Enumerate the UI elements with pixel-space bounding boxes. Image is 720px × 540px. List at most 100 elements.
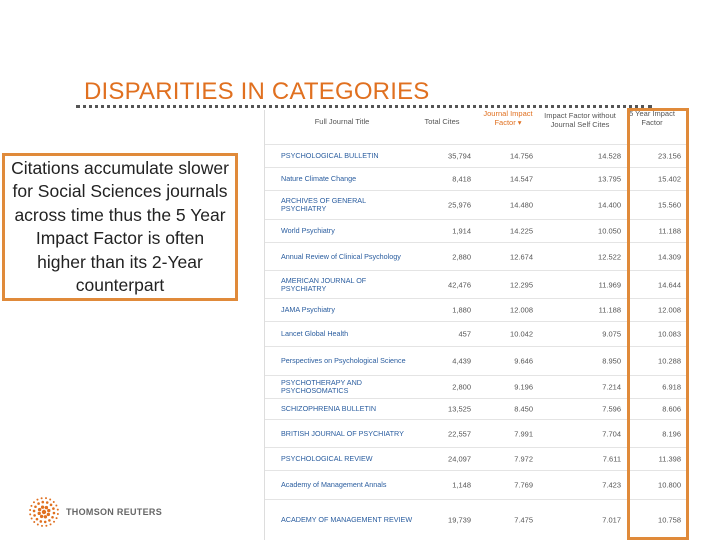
five-year-impact-factor-cell: 11.188 xyxy=(658,226,681,236)
journal-impact-factor-cell: 12.295 xyxy=(510,280,533,289)
journal-impact-factor-cell: 7.991 xyxy=(514,429,533,438)
table-header: Full Journal Title Total Cites Journal I… xyxy=(265,110,688,144)
journal-title-link[interactable]: Nature Climate Change xyxy=(281,174,357,183)
table-row: JAMA Psychiatry 1,880 12.008 11.188 12.008 xyxy=(265,298,688,321)
five-year-impact-factor-cell: 8.196 xyxy=(662,429,681,438)
journal-title-link[interactable]: Annual Review of Clinical Psychology xyxy=(281,251,401,261)
table-row: PSYCHOTHERAPY AND PSYCHOSOMATICS 2,800 9.1… xyxy=(265,375,688,398)
impact-factor-without-self-cites-cell: 12.522 xyxy=(598,252,621,261)
journal-impact-factor-cell: 8.450 xyxy=(514,404,533,414)
header-impact-factor-without-self-cites[interactable]: Impact Factor without Journal Self Cites xyxy=(544,111,616,129)
header-5-year-impact-factor[interactable]: 5 Year Impact Factor xyxy=(629,110,675,127)
logo-text: THOMSON REUTERS xyxy=(66,507,163,517)
table-row: PSYCHOLOGICAL REVIEW 24,097 7.972 7.611 11.3… xyxy=(265,447,688,470)
header-journal-title[interactable]: Full Journal Title xyxy=(314,117,370,126)
total-cites-cell: 25,976 xyxy=(448,200,471,210)
table-row: Perspectives on Psychological Science 4,4… xyxy=(265,346,688,375)
journal-title-link[interactable]: Academy of Management Annals xyxy=(281,480,387,489)
total-cites-cell: 457 xyxy=(458,329,471,339)
total-cites-cell: 13,525 xyxy=(448,404,471,414)
thomson-reuters-logo: THOMSON REUTERS xyxy=(28,496,162,528)
total-cites-cell: 1,914 xyxy=(452,226,471,236)
table-row: World Psychiatry 1,914 14.225 10.050 11.188 xyxy=(265,219,688,242)
five-year-impact-factor-cell: 14.309 xyxy=(658,252,681,261)
journal-title-link[interactable]: AMERICAN JOURNAL OF PSYCHIATRY xyxy=(281,275,367,293)
total-cites-cell: 4,439 xyxy=(452,356,471,366)
journal-title-link[interactable]: Lancet Global Health xyxy=(281,329,349,338)
five-year-impact-factor-cell: 15.402 xyxy=(658,174,681,184)
journal-impact-factor-cell: 14.756 xyxy=(510,151,533,161)
total-cites-cell: 19,739 xyxy=(448,515,471,525)
impact-factor-without-self-cites-cell: 7.017 xyxy=(602,515,621,525)
total-cites-cell: 24,097 xyxy=(448,454,471,464)
journal-table: Full Journal Title Total Cites Journal I… xyxy=(264,110,688,540)
total-cites-cell: 42,476 xyxy=(448,280,471,289)
journal-impact-factor-cell: 12.674 xyxy=(510,252,533,261)
total-cites-cell: 2,800 xyxy=(452,382,471,392)
journal-title-link[interactable]: PSYCHOTHERAPY AND PSYCHOSOMATICS xyxy=(281,378,362,395)
journal-title-link[interactable]: PSYCHOLOGICAL REVIEW xyxy=(281,454,373,463)
impact-factor-without-self-cites-cell: 7.611 xyxy=(602,454,621,464)
callout-box: Citations accumulate slower for Social S… xyxy=(2,153,238,301)
five-year-impact-factor-cell: 15.560 xyxy=(658,200,681,210)
header-total-cites[interactable]: Total Cites xyxy=(424,117,460,126)
total-cites-cell: 1,880 xyxy=(452,305,471,315)
impact-factor-without-self-cites-cell: 14.528 xyxy=(598,151,621,161)
impact-factor-without-self-cites-cell: 8.950 xyxy=(602,356,621,366)
table-row: Lancet Global Health 457 10.042 9.075 10.083 xyxy=(265,321,688,346)
total-cites-cell: 2,880 xyxy=(452,252,471,261)
impact-factor-without-self-cites-cell: 10.050 xyxy=(598,226,621,236)
total-cites-cell: 35,794 xyxy=(448,151,471,161)
impact-factor-without-self-cites-cell: 7.423 xyxy=(602,480,621,490)
five-year-impact-factor-cell: 8.606 xyxy=(662,404,681,414)
five-year-impact-factor-cell: 12.008 xyxy=(658,305,681,315)
thomson-reuters-logo-icon xyxy=(29,497,59,527)
journal-title-link[interactable]: World Psychiatry xyxy=(281,226,335,235)
impact-factor-without-self-cites-cell: 7.596 xyxy=(602,404,621,414)
header-journal-impact-factor[interactable]: Journal Impact Factor ▾ xyxy=(483,110,533,127)
journal-title-link[interactable]: PSYCHOLOGICAL BULLETIN xyxy=(281,151,379,160)
journal-title-link[interactable]: ACADEMY OF MANAGEMENT REVIEW xyxy=(281,515,413,524)
journal-impact-factor-cell: 14.480 xyxy=(510,200,533,210)
impact-factor-without-self-cites-cell: 7.704 xyxy=(602,429,621,438)
five-year-impact-factor-cell: 23.156 xyxy=(658,151,681,161)
table-row: BRITISH JOURNAL OF PSYCHIATRY 22,557 7.991… xyxy=(265,419,688,447)
total-cites-cell: 8,418 xyxy=(452,174,471,184)
five-year-impact-factor-cell: 14.644 xyxy=(658,280,681,289)
journal-title-link[interactable]: SCHIZOPHRENIA BULLETIN xyxy=(281,404,377,413)
table-row: ARCHIVES OF GENERAL PSYCHIATRY 25,976 14.4… xyxy=(265,190,688,219)
journal-title-link[interactable]: ARCHIVES OF GENERAL PSYCHIATRY xyxy=(281,196,366,213)
impact-factor-without-self-cites-cell: 9.075 xyxy=(602,329,621,339)
impact-factor-without-self-cites-cell: 11.969 xyxy=(598,280,621,289)
impact-factor-without-self-cites-cell: 11.188 xyxy=(598,305,621,315)
slide-title: DISPARITIES IN CATEGORIES xyxy=(84,78,430,105)
journal-title-link[interactable]: BRITISH JOURNAL OF PSYCHIATRY xyxy=(281,428,404,438)
journal-impact-factor-cell: 12.008 xyxy=(510,305,533,315)
journal-title-link[interactable]: JAMA Psychiatry xyxy=(281,305,335,314)
table-row: AMERICAN JOURNAL OF PSYCHIATRY 42,476 12.2… xyxy=(265,270,688,298)
journal-impact-factor-cell: 9.196 xyxy=(514,382,533,392)
callout-text: Citations accumulate slower for Social S… xyxy=(11,157,229,296)
impact-factor-without-self-cites-cell: 7.214 xyxy=(602,382,621,392)
table-row: PSYCHOLOGICAL BULLETIN 35,794 14.756 14.528… xyxy=(265,144,688,167)
journal-impact-factor-cell: 9.646 xyxy=(514,356,533,366)
five-year-impact-factor-cell: 10.083 xyxy=(658,329,681,339)
five-year-impact-factor-cell: 10.758 xyxy=(658,515,681,525)
table-row: Academy of Management Annals 1,148 7.769 7.… xyxy=(265,470,688,499)
journal-title-link[interactable]: Perspectives on Psychological Science xyxy=(281,356,406,365)
table-row: SCHIZOPHRENIA BULLETIN 13,525 8.450 7.596 8.… xyxy=(265,398,688,419)
journal-impact-factor-cell: 10.042 xyxy=(510,329,533,339)
table-row: Nature Climate Change 8,418 14.547 13.795 15… xyxy=(265,167,688,190)
journal-impact-factor-cell: 14.225 xyxy=(510,226,533,236)
table-row: Annual Review of Clinical Psychology 2,88… xyxy=(265,242,688,270)
title-divider xyxy=(76,105,652,108)
total-cites-cell: 22,557 xyxy=(448,429,471,438)
table-row: ACADEMY OF MANAGEMENT REVIEW 19,739 7.475 7… xyxy=(265,499,688,540)
journal-impact-factor-cell: 7.475 xyxy=(514,515,533,525)
five-year-impact-factor-cell: 10.288 xyxy=(658,356,681,366)
five-year-impact-factor-cell: 11.398 xyxy=(658,454,681,464)
journal-impact-factor-cell: 14.547 xyxy=(510,174,533,184)
five-year-impact-factor-cell: 10.800 xyxy=(658,480,681,490)
impact-factor-without-self-cites-cell: 13.795 xyxy=(598,174,621,184)
total-cites-cell: 1,148 xyxy=(452,480,471,490)
